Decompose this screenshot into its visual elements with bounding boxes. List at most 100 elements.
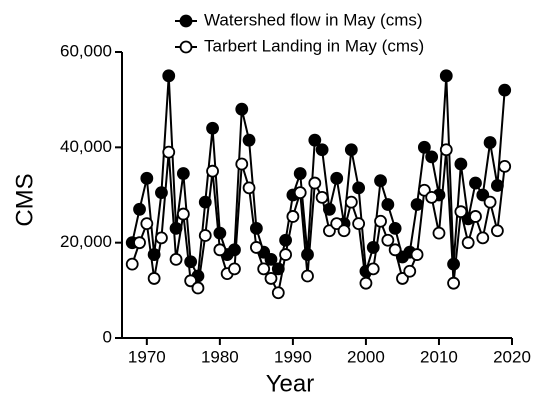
point (140, 171, 154, 185)
point (271, 286, 285, 300)
point (388, 221, 402, 235)
x-tick-label: 1990 (274, 347, 312, 366)
point (461, 236, 475, 250)
point (301, 248, 314, 261)
point (388, 243, 402, 257)
point (133, 202, 146, 216)
point (293, 186, 307, 200)
point (425, 150, 439, 164)
point (447, 257, 460, 271)
point (483, 136, 497, 149)
point (228, 243, 241, 257)
point (155, 186, 168, 200)
point (490, 224, 504, 238)
point (483, 195, 497, 209)
point (469, 176, 482, 190)
point (417, 140, 431, 154)
point (235, 102, 249, 116)
point (403, 264, 417, 278)
point (308, 133, 322, 147)
point (330, 171, 344, 185)
point (432, 226, 446, 240)
point (381, 233, 395, 247)
y-tick-label: 40,000 (60, 137, 112, 156)
x-tick-label: 2010 (420, 347, 458, 366)
point (469, 210, 482, 223)
point (454, 205, 468, 219)
point (308, 176, 322, 190)
y-tick-label: 0 (103, 327, 112, 346)
point (286, 210, 300, 223)
point (315, 143, 329, 157)
point (410, 248, 424, 261)
point (381, 198, 395, 211)
point (125, 257, 139, 271)
point (352, 217, 366, 231)
point (155, 231, 168, 245)
point (169, 252, 183, 266)
point (352, 181, 366, 195)
point (176, 207, 190, 221)
point (490, 179, 504, 192)
point (301, 269, 314, 283)
x-axis-label: Year (266, 370, 315, 397)
point (366, 241, 380, 254)
point (147, 248, 161, 261)
point (359, 276, 373, 290)
x-tick-label: 2000 (347, 347, 385, 366)
point (162, 145, 176, 159)
point (337, 224, 351, 238)
x-tick-label: 2020 (493, 347, 531, 366)
point (242, 181, 256, 195)
legend-label: Tarbert Landing in May (cms) (204, 36, 424, 55)
legend-marker (179, 40, 193, 54)
y-axis-label: CMS (11, 173, 38, 226)
point (264, 252, 278, 266)
point (191, 281, 205, 295)
point (323, 202, 336, 216)
point (315, 190, 329, 204)
point (176, 167, 190, 180)
point (447, 276, 460, 290)
point (498, 159, 512, 173)
point (271, 262, 285, 276)
point (425, 190, 439, 204)
point (242, 133, 256, 147)
point (213, 226, 227, 240)
point (279, 248, 292, 261)
point (147, 272, 161, 285)
point (140, 217, 154, 231)
point (498, 83, 512, 97)
point (206, 121, 219, 135)
point (439, 69, 453, 83)
point (344, 143, 358, 157)
legend-label: Watershed flow in May (cms) (204, 10, 423, 29)
point (439, 143, 453, 157)
point (344, 195, 358, 209)
point (198, 229, 212, 242)
point (366, 262, 380, 276)
point (235, 157, 249, 171)
point (410, 198, 424, 211)
point (206, 164, 219, 178)
point (454, 157, 468, 171)
point (228, 262, 241, 276)
x-tick-label: 1980 (201, 347, 239, 366)
point (162, 69, 176, 83)
legend-marker (179, 14, 193, 28)
point (476, 231, 490, 245)
point (374, 174, 387, 188)
point (198, 195, 212, 209)
point (279, 233, 292, 247)
point (249, 241, 263, 254)
point (293, 167, 307, 180)
point (374, 214, 387, 228)
y-tick-label: 20,000 (60, 232, 112, 251)
point (257, 262, 271, 276)
y-tick-label: 60,000 (60, 41, 112, 60)
point (249, 221, 263, 235)
point (133, 236, 146, 250)
point (184, 255, 198, 269)
x-tick-label: 1970 (128, 347, 166, 366)
